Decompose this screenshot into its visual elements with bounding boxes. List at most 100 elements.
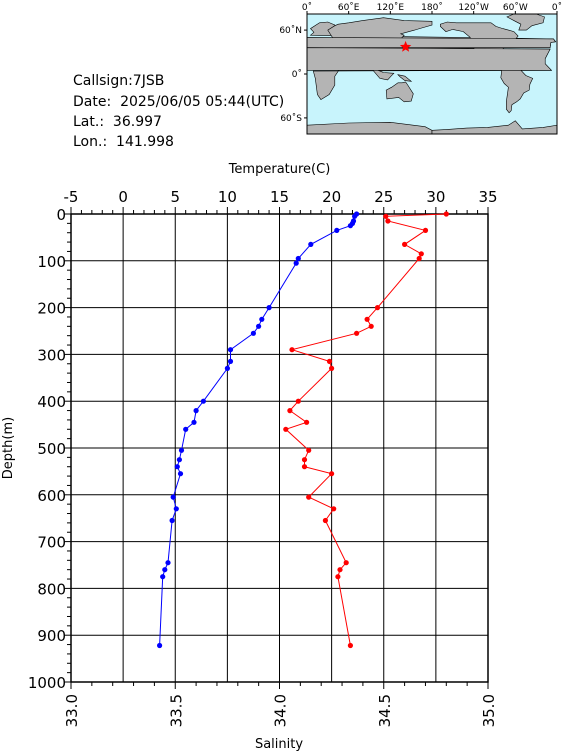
salinity-tick-label: 33.0 — [63, 694, 81, 727]
map-lon-label: 120˚W — [458, 2, 489, 13]
temperature-data-point — [266, 305, 272, 311]
top-tick-label: 10 — [218, 188, 237, 206]
temperature-data-point — [224, 365, 230, 371]
salinity-data-point — [326, 358, 333, 364]
map-lon-label: 120˚E — [377, 2, 405, 13]
salinity-tick-label: 34.0 — [272, 694, 290, 727]
salinity-data-point — [329, 471, 335, 477]
salinity-data-point — [283, 426, 289, 432]
temperature-salinity-chart: -5 0 5 10 15 20 25 30 35Temperature(C)0100200300… — [1, 162, 498, 751]
temperature-data-point — [173, 506, 179, 512]
depth-tick-label: 800 — [37, 580, 66, 598]
temperature-data-point — [308, 241, 314, 247]
map-lon-label: 0˚ — [302, 2, 312, 13]
temperature-data-point — [295, 255, 301, 262]
temperature-data-point — [334, 227, 340, 233]
depth-tick-label: 1000 — [28, 674, 66, 692]
depth-tick-label: 700 — [37, 534, 66, 552]
salinity-data-point — [418, 251, 424, 257]
map-lon-label: 180˚ — [421, 2, 443, 13]
temperature-data-point — [200, 398, 206, 404]
temperature-data-point — [178, 447, 185, 453]
salinity-data-point — [301, 464, 308, 470]
map-land-africa-wrap — [306, 47, 553, 71]
salinity-data-point — [385, 218, 391, 224]
depth-tick-label: 0 — [56, 206, 66, 224]
salinity-data-point — [301, 457, 308, 463]
map-lat-label: 60˚S — [280, 113, 302, 124]
map-lon-label: 60˚W — [503, 2, 528, 13]
temperature-data-point — [250, 330, 256, 336]
temperature-data-point — [165, 560, 171, 566]
salinity-data-point — [335, 574, 341, 580]
salinity-data-point — [306, 447, 312, 453]
temperature-data-point — [169, 517, 175, 524]
salinity-data-point — [416, 255, 422, 262]
salinity-data-point — [354, 330, 360, 336]
top-axis-title: Temperature(C) — [228, 162, 331, 177]
longitude-label: Lon.: 141.998 — [73, 134, 174, 150]
salinity-data-point — [322, 517, 328, 524]
bottom-axis-title: Salinity — [255, 737, 303, 751]
top-tick-label: -5 — [64, 188, 79, 206]
salinity-data-point — [347, 642, 353, 649]
salinity-data-point — [343, 560, 349, 566]
temperature-data-point — [227, 358, 234, 364]
latitude-label: Lat.: 36.997 — [73, 114, 162, 130]
temperature-profile-line — [159, 213, 357, 646]
temperature-data-point — [193, 408, 199, 414]
salinity-data-point — [402, 241, 408, 247]
salinity-data-point — [383, 213, 389, 219]
temperature-data-point — [160, 574, 166, 580]
temperature-data-point — [227, 347, 234, 353]
temperature-data-point — [170, 494, 176, 500]
salinity-data-point — [364, 316, 370, 322]
salinity-profile-line — [284, 213, 447, 646]
salinity-data-point — [443, 211, 449, 217]
temperature-data-point — [162, 567, 168, 573]
salinity-data-point — [422, 227, 429, 233]
temperature-data-point — [157, 642, 163, 649]
salinity-data-point — [289, 347, 295, 353]
temperature-data-point — [183, 426, 189, 432]
salinity-data-point — [337, 567, 343, 573]
top-tick-label: 35 — [478, 188, 497, 206]
temperature-data-point — [174, 464, 180, 470]
map-land-europe-wrap — [306, 37, 557, 49]
salinity-data-point — [306, 494, 312, 500]
salinity-data-point — [368, 323, 374, 329]
depth-tick-label: 200 — [37, 300, 66, 318]
salinity-data-point — [287, 408, 293, 414]
map-land-australia — [385, 81, 414, 103]
top-tick-label: 20 — [322, 188, 341, 206]
top-tick-label: 5 — [170, 188, 180, 206]
temperature-data-point — [259, 316, 265, 322]
map-lon-label: 60˚E — [338, 2, 360, 13]
salinity-tick-label: 33.5 — [167, 694, 185, 727]
top-tick-label: 25 — [374, 188, 393, 206]
date-label: Date: 2025/06/05 05:44(UTC) — [73, 94, 285, 110]
depth-tick-label: 100 — [37, 253, 66, 271]
callsign-label: Callsign:7JSB — [73, 73, 165, 89]
salinity-tick-label: 35.0 — [480, 694, 498, 727]
temperature-data-point — [352, 213, 358, 219]
y-axis-title: Depth(m) — [1, 417, 16, 479]
temperature-data-point — [347, 223, 353, 229]
temperature-data-point — [176, 457, 182, 463]
temperature-data-point — [191, 419, 197, 425]
temperature-data-point — [293, 260, 299, 266]
temperature-data-point — [177, 471, 184, 477]
top-tick-label: 0 — [118, 188, 128, 206]
depth-tick-label: 600 — [37, 487, 66, 505]
salinity-data-point — [304, 419, 310, 425]
salinity-data-point — [295, 398, 301, 404]
temperature-data-point — [256, 323, 262, 329]
depth-tick-label: 300 — [37, 346, 66, 364]
salinity-data-point — [329, 365, 335, 371]
map-land-newguinea — [397, 74, 413, 82]
depth-tick-label: 500 — [37, 440, 66, 458]
top-tick-label: 30 — [426, 188, 445, 206]
depth-tick-label: 900 — [37, 627, 66, 645]
map-land-south-america — [500, 64, 534, 114]
